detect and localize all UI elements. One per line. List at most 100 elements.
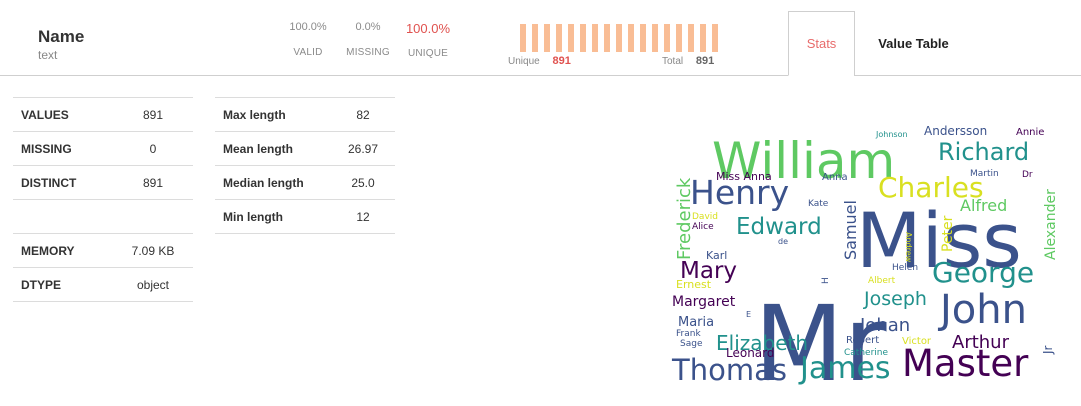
metric-missing-label: MISSING <box>346 47 390 58</box>
header-divider <box>854 75 1081 76</box>
unique-bar-segment <box>664 24 670 52</box>
word-cloud-word: Kate <box>808 199 829 209</box>
word-cloud-word: E <box>746 310 751 319</box>
word-cloud-word: Dr <box>1022 170 1033 180</box>
stats-table-right: Max length 82 Mean length 26.97 Median l… <box>215 97 395 234</box>
metric-unique: 100.0% UNIQUE <box>398 21 458 59</box>
stat-key: Median length <box>215 165 331 200</box>
unique-bar-segment <box>580 24 586 52</box>
table-row: VALUES 891 <box>13 97 193 132</box>
variable-header: Name text 100.0% VALID 0.0% MISSING 100.… <box>0 0 1081 76</box>
unique-bar-segment <box>568 24 574 52</box>
stat-key: Min length <box>215 199 331 234</box>
word-cloud-word: Victor <box>902 336 932 347</box>
stat-value: 891 <box>113 165 193 200</box>
unique-bar-segment <box>628 24 634 52</box>
word-cloud-word: Andrew <box>904 232 913 263</box>
word-cloud-word: Alice <box>692 222 714 232</box>
stat-value: object <box>113 267 193 302</box>
word-cloud-word: Jr <box>1041 345 1055 355</box>
word-cloud-word: Sage <box>680 339 703 349</box>
word-cloud-word: Albert <box>868 276 896 286</box>
word-cloud-word: Martin <box>970 169 999 179</box>
unique-bar-segment <box>556 24 562 52</box>
total-count-label: Total <box>662 56 684 67</box>
spacer-cell <box>13 199 113 234</box>
word-cloud-word: Mary <box>680 258 737 284</box>
unique-bar-segment <box>604 24 610 52</box>
word-cloud-word: James <box>798 351 891 386</box>
word-cloud-word: Johan <box>859 315 910 336</box>
word-cloud-word: Charles <box>878 171 984 204</box>
stat-key: Mean length <box>215 131 331 166</box>
table-row: Max length 82 <box>215 97 395 132</box>
stat-value: 7.09 KB <box>113 233 193 268</box>
table-row: MISSING 0 <box>13 131 193 166</box>
tab-stats[interactable]: Stats <box>788 11 855 76</box>
word-cloud-word: Richard <box>938 138 1029 166</box>
metric-valid-label: VALID <box>293 47 323 58</box>
variable-type: text <box>38 48 58 62</box>
unique-bar-segment <box>676 24 682 52</box>
metric-missing: 0.0% MISSING <box>338 21 398 58</box>
tab-stats-label: Stats <box>806 36 837 51</box>
word-cloud-word: Master <box>902 342 1029 385</box>
stat-value: 12 <box>331 199 395 234</box>
stat-value: 25.0 <box>331 165 395 200</box>
word-cloud-word: Leonard <box>726 346 775 360</box>
table-row: Mean length 26.97 <box>215 131 395 166</box>
unique-bar-chart <box>520 24 726 52</box>
spacer-cell <box>113 199 193 234</box>
word-cloud-word: Arthur <box>952 332 1010 353</box>
word-cloud-word: Frederick <box>674 177 695 260</box>
stat-key: VALUES <box>13 97 113 132</box>
stat-value: 891 <box>113 97 193 132</box>
metric-valid: 100.0% VALID <box>278 21 338 58</box>
word-cloud-word: William <box>712 132 895 190</box>
stat-value: 0 <box>113 131 193 166</box>
table-row: Median length 25.0 <box>215 165 395 200</box>
unique-bar-segment <box>616 24 622 52</box>
word-cloud-word: Joseph <box>863 288 927 310</box>
word-cloud-word: Helen <box>892 263 918 273</box>
unique-count-label: Unique <box>508 56 540 67</box>
word-cloud-word: Robert <box>846 335 879 346</box>
stat-key: DISTINCT <box>13 165 113 200</box>
metric-unique-label: UNIQUE <box>407 48 449 59</box>
word-cloud-word: George <box>932 256 1034 289</box>
unique-bar-segment <box>592 24 598 52</box>
word-cloud-word: Peter <box>940 215 956 252</box>
tab-value-table[interactable]: Value Table <box>856 11 971 76</box>
unique-bar-segment <box>520 24 526 52</box>
stat-value: 26.97 <box>331 131 395 166</box>
unique-bar-segment <box>532 24 538 52</box>
unique-bar-segment <box>712 24 718 52</box>
unique-bar-segment <box>640 24 646 52</box>
word-cloud-word: Catherine <box>844 348 888 358</box>
stat-key: DTYPE <box>13 267 113 302</box>
tab-value-table-label: Value Table <box>878 36 949 51</box>
word-cloud-word: Elizabeth <box>716 331 808 355</box>
word-cloud-word: Mr <box>754 283 887 388</box>
stat-key: MISSING <box>13 131 113 166</box>
word-cloud-word: Anna <box>822 172 848 183</box>
unique-bar-segment <box>652 24 658 52</box>
word-cloud: Mr Miss William Henry Master John James … <box>671 124 1059 388</box>
word-cloud-word: Johnson <box>875 130 908 139</box>
header-divider <box>0 75 788 76</box>
word-cloud-word: Thomas <box>671 353 787 387</box>
stat-key: MEMORY <box>13 233 113 268</box>
stat-key: Max length <box>215 97 331 132</box>
table-row-spacer <box>13 199 193 234</box>
word-cloud-word: Alexander <box>1043 189 1059 260</box>
word-cloud-word: Ernest <box>676 278 712 291</box>
word-cloud-word: de <box>778 237 788 246</box>
table-row: DTYPE object <box>13 267 193 302</box>
unique-bar-segment <box>700 24 706 52</box>
word-cloud-word: Henry <box>690 173 789 212</box>
variable-name: Name <box>38 27 85 46</box>
metric-unique-value: 100.0% <box>405 21 451 36</box>
word-cloud-word: Alfred <box>960 196 1007 215</box>
word-cloud-word: Andersson <box>924 124 987 138</box>
table-row: Min length 12 <box>215 199 395 234</box>
